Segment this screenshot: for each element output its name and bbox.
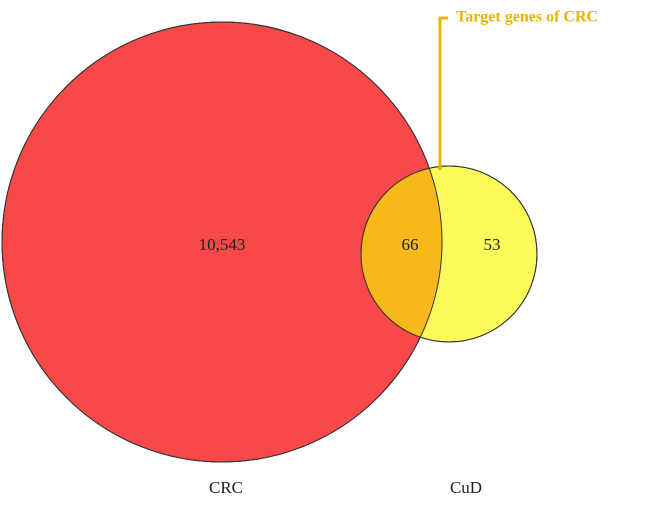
region-label: 53 — [484, 235, 501, 254]
cud-outline — [360, 165, 538, 343]
region-label: 66 — [402, 235, 419, 254]
set-label: CuD — [450, 478, 482, 497]
crc-outline — [1, 21, 443, 463]
annotation-leader — [438, 16, 448, 170]
set-label: CRC — [209, 478, 243, 497]
annotation: Target genes of CRC — [456, 9, 598, 26]
region-label: 10,543 — [199, 235, 246, 254]
overlap-region — [361, 166, 442, 342]
